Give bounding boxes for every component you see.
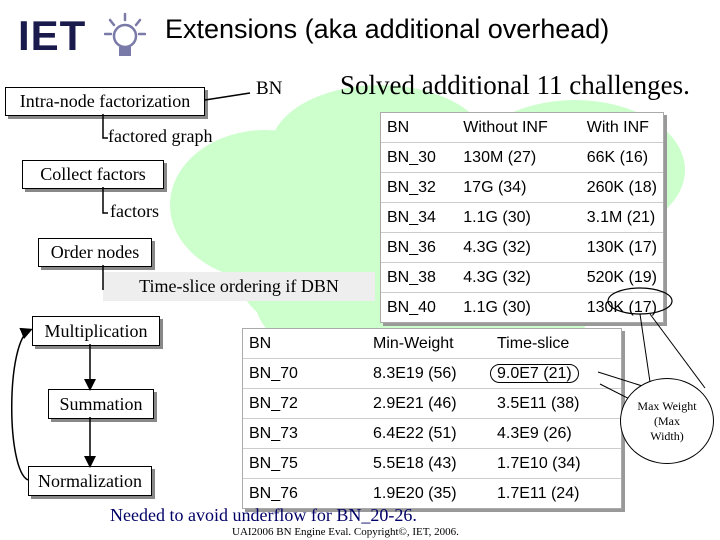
table-header: Time-slice [491, 329, 621, 359]
multiplication-box: Multiplication [32, 316, 160, 346]
table-cell: 130K (17) [586, 298, 657, 316]
table-header: Without INF [457, 113, 581, 143]
table-cell: BN_76 [249, 484, 298, 502]
table-cell: BN_30 [381, 142, 458, 173]
table-cell: BN_38 [381, 262, 458, 293]
factored-graph-label: factored graph [108, 126, 213, 146]
table-cell: 66K (16) [580, 142, 663, 173]
table-cell: 4.3G (32) [457, 232, 581, 263]
logo-text: IET [18, 12, 87, 59]
table-row: BN_75 5.5E18 (43) 1.7E10 (34) [243, 448, 621, 479]
table-cell: 1.1G (30) [457, 202, 581, 233]
summation-box: Summation [48, 389, 154, 419]
table-cell: 3.1M (21) [580, 202, 663, 233]
table-cell: 2.9E21 (46) [367, 388, 491, 419]
table-row: BN_30 130M (27) 66K (16) [381, 142, 663, 173]
order-nodes-box: Order nodes [38, 238, 152, 267]
table-row: BN_73 6.4E22 (51) 4.3E9 (26) [243, 418, 621, 449]
table-cell: BN_72 [243, 388, 367, 419]
table-row: BN_70 8.3E19 (56) 9.0E7 (21) [243, 358, 621, 389]
table-cell: 1.7E11 (24) [497, 484, 580, 502]
table-cell: BN_75 [243, 448, 367, 479]
solved-heading: Solved additional 11 challenges. [340, 70, 690, 100]
highlighted-cell: 9.0E7 (21) [490, 363, 579, 383]
table-row: BN_76 1.9E20 (35) 1.7E11 (24) [243, 479, 621, 509]
table-cell: 520K (19) [580, 262, 663, 293]
ordering-results-table: BN Min-Weight Time-slice BN_70 8.3E19 (5… [242, 328, 622, 509]
table-cell: BN_36 [381, 232, 458, 263]
inf-results-table: BN Without INF With INF BN_30 130M (27) … [380, 112, 664, 323]
table-header: BN [381, 113, 458, 143]
table-cell: 8.3E19 (56) [367, 358, 491, 389]
table-cell: 4.3E9 (26) [491, 418, 621, 449]
table-cell: 1.9E20 (35) [373, 484, 457, 502]
table-header: With INF [580, 113, 663, 143]
table-cell: BN_32 [381, 172, 458, 203]
table-row: BN_40 1.1G (30) 130K (17) [381, 293, 663, 323]
page-title: Extensions (aka additional overhead) [165, 14, 610, 44]
factors-label: factors [110, 201, 159, 221]
underflow-note: Needed to avoid underflow for BN_20-26. [110, 505, 417, 525]
intra-node-box: Intra-node factorization [5, 87, 205, 116]
table-row: BN_38 4.3G (32) 520K (19) [381, 262, 663, 293]
table-cell: BN_70 [243, 358, 367, 389]
normalization-box: Normalization [28, 466, 152, 496]
table-cell: 130K (17) [580, 232, 663, 263]
table-header-row: BN Min-Weight Time-slice [243, 329, 621, 359]
iet-logo: IET [18, 12, 148, 64]
table-header-row: BN Without INF With INF [381, 113, 663, 143]
lightbulb-icon [104, 12, 146, 56]
table-cell: BN_34 [381, 202, 458, 233]
table-cell: 260K (18) [580, 172, 663, 203]
table-cell: 3.5E11 (38) [491, 388, 621, 419]
table-cell: 1.1G (30) [463, 298, 531, 316]
table-cell: 6.4E22 (51) [367, 418, 491, 449]
table-cell: 5.5E18 (43) [367, 448, 491, 479]
timeslice-ordering-box: Time-slice ordering if DBN [103, 272, 375, 301]
footer-copyright: UAI2006 BN Engine Eval. Copyright©, IET,… [232, 526, 459, 538]
callout-text: Max Weight (Max Width) [637, 398, 697, 443]
table-cell: BN_73 [243, 418, 367, 449]
table-cell: 17G (34) [457, 172, 581, 203]
table-cell: 9.0E7 (21) [490, 358, 621, 389]
collect-factors-box: Collect factors [22, 160, 164, 189]
table-row: BN_34 1.1G (30) 3.1M (21) [381, 202, 663, 233]
table-cell: 1.7E10 (34) [491, 448, 621, 479]
table-header: Min-Weight [367, 329, 491, 359]
table-cell: 130M (27) [457, 142, 581, 173]
table-header: BN [243, 329, 367, 359]
bn-label: BN [256, 78, 283, 99]
table-cell: BN_40 [387, 298, 436, 316]
table-cell: 4.3G (32) [457, 262, 581, 293]
max-weight-callout: Max Weight (Max Width) [620, 378, 714, 464]
table-row: BN_72 2.9E21 (46) 3.5E11 (38) [243, 388, 621, 419]
table-row: BN_32 17G (34) 260K (18) [381, 172, 663, 203]
table-row: BN_36 4.3G (32) 130K (17) [381, 232, 663, 263]
